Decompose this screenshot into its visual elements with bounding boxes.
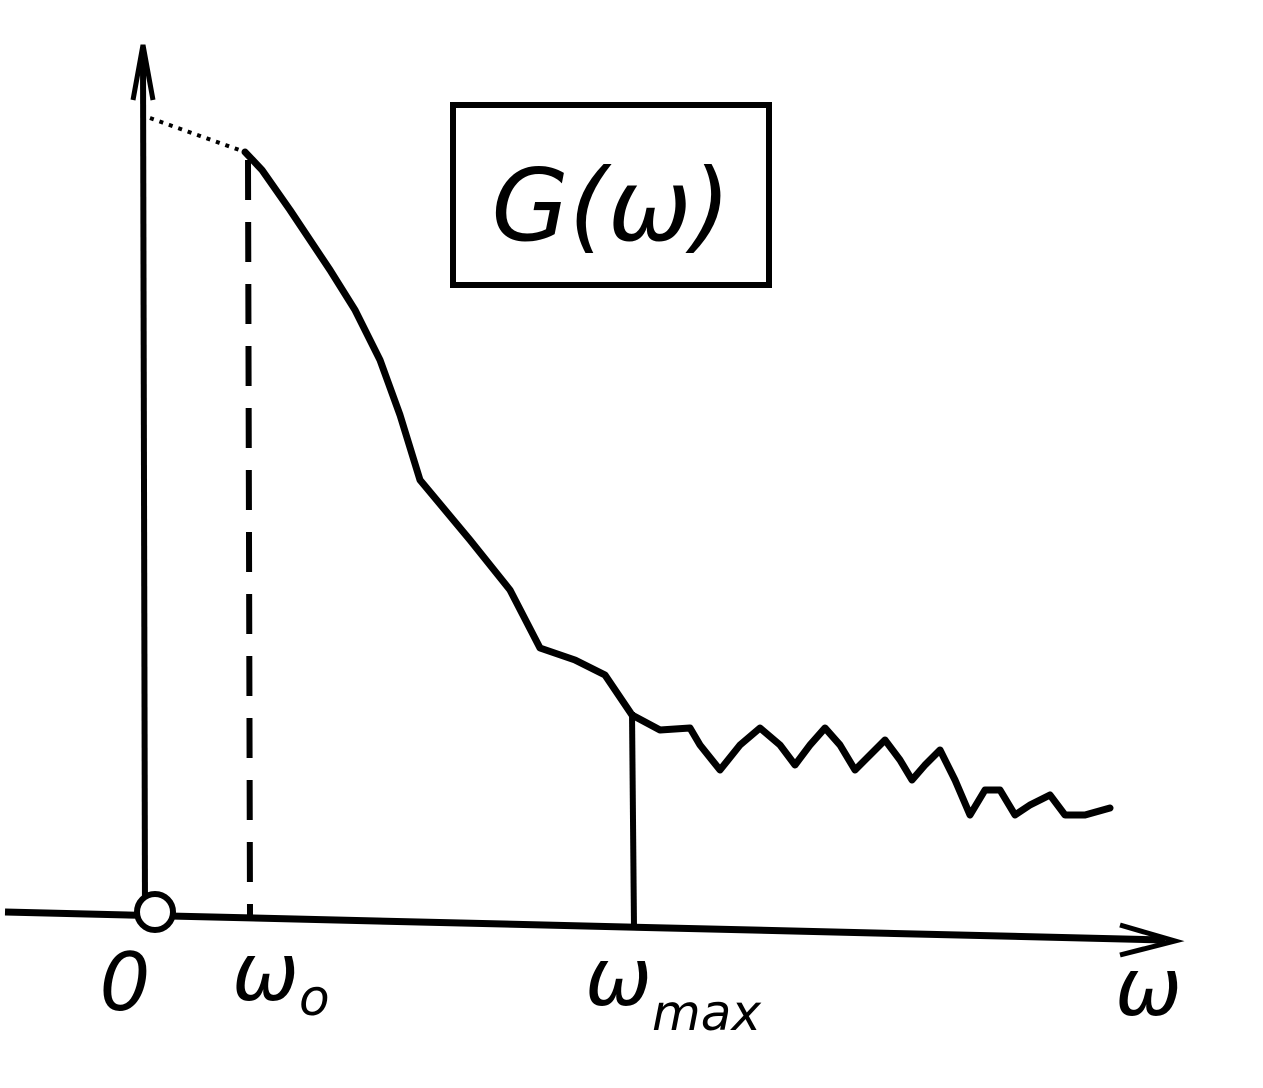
y-arrow	[130, 44, 156, 101]
w0-label: ωo	[232, 926, 330, 1027]
spectrum-curve	[241, 148, 1114, 819]
origin-circle	[134, 891, 176, 933]
wmax-label: ωmax	[585, 931, 761, 1042]
box-label: G(ω)	[491, 147, 730, 264]
wmax-sub: max	[652, 984, 761, 1042]
w0-dashed-line	[245, 159, 253, 916]
y-axis	[140, 54, 148, 916]
wmax-main: ω	[585, 931, 652, 1024]
label-box	[450, 102, 772, 288]
curve-dotted	[149, 116, 246, 154]
x-axis	[4, 908, 1166, 944]
x-arrow	[1119, 922, 1185, 958]
wmax-line	[629, 711, 637, 929]
w0-main: ω	[232, 926, 299, 1019]
x-axis-label: ω	[1115, 941, 1182, 1034]
origin-label: 0	[100, 936, 151, 1029]
w0-sub: o	[299, 969, 330, 1027]
